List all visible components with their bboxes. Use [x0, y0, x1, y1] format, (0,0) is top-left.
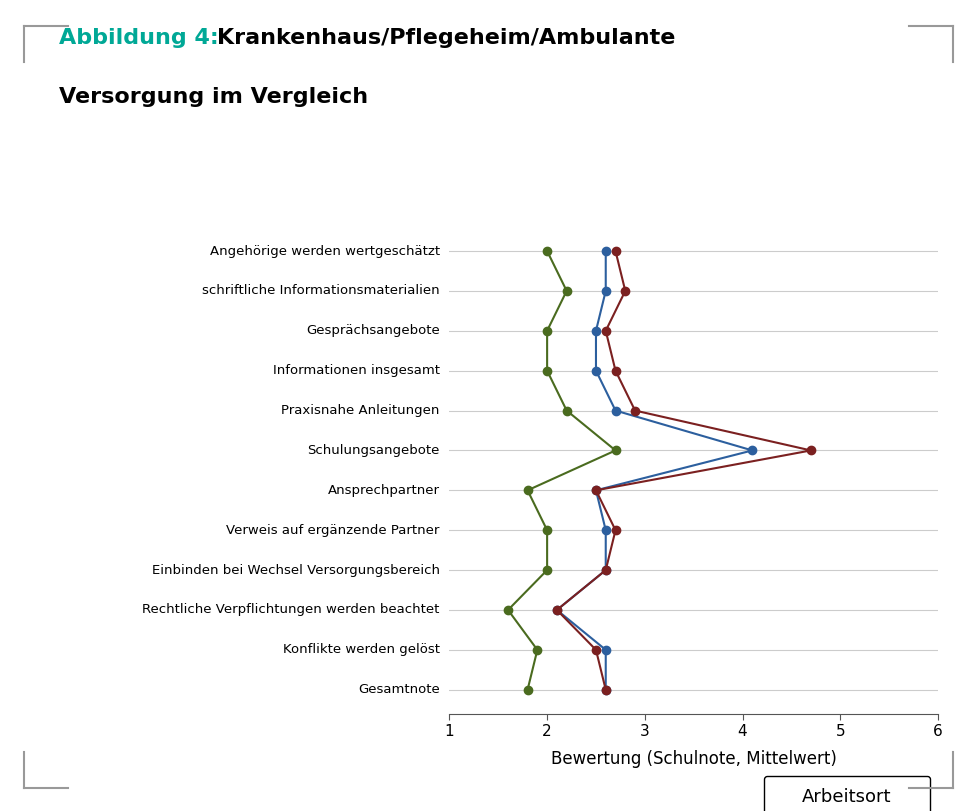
Text: Rechtliche Verpflichtungen werden beachtet: Rechtliche Verpflichtungen werden beacht…	[143, 603, 440, 616]
Text: Einbinden bei Wechsel Versorgungsbereich: Einbinden bei Wechsel Versorgungsbereich	[151, 564, 440, 577]
Text: Angehörige werden wertgeschätzt: Angehörige werden wertgeschätzt	[209, 244, 440, 258]
Text: Praxisnahe Anleitungen: Praxisnahe Anleitungen	[281, 404, 440, 417]
Text: Konflikte werden gelöst: Konflikte werden gelöst	[282, 643, 440, 656]
Text: Abbildung 4:: Abbildung 4:	[59, 28, 226, 49]
Text: Verweis auf ergänzende Partner: Verweis auf ergänzende Partner	[227, 524, 440, 537]
X-axis label: Bewertung (Schulnote, Mittelwert): Bewertung (Schulnote, Mittelwert)	[551, 750, 836, 768]
Text: Krankenhaus/Pflegeheim/Ambulante: Krankenhaus/Pflegeheim/Ambulante	[217, 28, 675, 49]
Text: Gesprächsangebote: Gesprächsangebote	[306, 324, 440, 337]
Text: Schulungsangebote: Schulungsangebote	[308, 444, 440, 457]
Text: Gesamtnote: Gesamtnote	[358, 683, 440, 697]
Text: Versorgung im Vergleich: Versorgung im Vergleich	[59, 87, 367, 107]
Text: Ansprechpartner: Ansprechpartner	[327, 484, 440, 497]
Text: schriftliche Informationsmaterialien: schriftliche Informationsmaterialien	[202, 285, 440, 298]
Text: Informationen insgesamt: Informationen insgesamt	[273, 364, 440, 377]
Legend: Krankenhaus, stat. Pflege, Ambulant: Krankenhaus, stat. Pflege, Ambulant	[764, 776, 930, 811]
